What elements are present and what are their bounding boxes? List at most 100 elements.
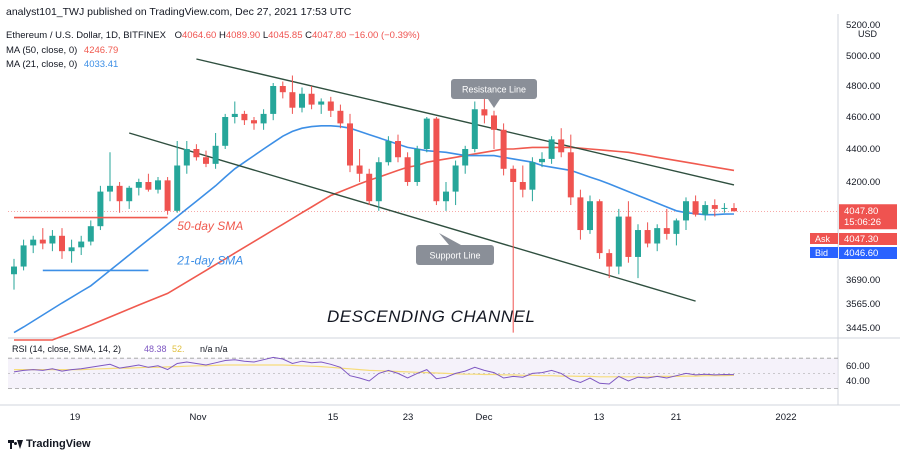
candle-body (702, 205, 709, 215)
candle-body (203, 157, 209, 164)
descending-channel-label: DESCENDING CHANNEL (327, 307, 535, 326)
price-tick-label: 3445.00 (846, 323, 880, 334)
support-callout-text: Support Line (429, 251, 480, 261)
candle-body (11, 266, 17, 275)
candle-body (318, 101, 325, 105)
candle-body (279, 86, 286, 93)
change-value: −16.00 (−0.39%) (348, 30, 420, 41)
candle-body (663, 228, 670, 234)
candle-body (423, 118, 430, 149)
low-value: 4045.85 (268, 30, 303, 41)
price-tick-label: 4400.00 (846, 144, 880, 155)
candle-body (615, 216, 622, 267)
currency-unit-label: USD (858, 29, 878, 39)
candle-body (308, 93, 315, 105)
ma21-line (13, 125, 735, 334)
candle-body (673, 220, 680, 234)
ask-label-bg (810, 233, 838, 244)
candle-body (683, 201, 689, 221)
candle-body (500, 129, 507, 169)
candle-body (183, 149, 190, 166)
current-price-tag-text: 4047.80 (844, 206, 878, 217)
support-callout: Support Line (416, 233, 494, 265)
candle-body (577, 197, 584, 231)
candle-body (625, 216, 632, 257)
current-price-tag-text: 15:06:26 (844, 217, 881, 228)
bid-label-bg (810, 247, 838, 258)
time-tick-label: 21 (671, 412, 682, 423)
close-label: C (305, 30, 312, 41)
candle-body (606, 253, 613, 267)
price-tick-label: 3565.00 (846, 299, 880, 310)
support-callout-bubble (416, 245, 494, 265)
candle-body (251, 120, 257, 124)
candle-body (596, 201, 603, 254)
candle-body (731, 208, 737, 212)
candle-body (241, 113, 248, 121)
rsi-extra-value: n/a n/a (200, 344, 228, 354)
candle-body (97, 191, 104, 227)
candle-body (452, 165, 459, 192)
low-label: L (262, 30, 269, 41)
candle-body (327, 101, 334, 111)
close-value: 4047.80 (312, 30, 347, 41)
candle-body (510, 168, 517, 182)
rsi-value: 48.38 (144, 344, 167, 354)
candle-body (20, 245, 27, 267)
candle-body (135, 182, 142, 188)
candle-body (385, 141, 392, 163)
candle-body (471, 109, 478, 149)
resistance-callout-bubble (451, 79, 537, 99)
candle-body (222, 117, 229, 146)
high-value: 4089.90 (225, 30, 261, 41)
open-value: 4064.60 (182, 30, 217, 41)
rsi-tick-label: 40.00 (846, 376, 870, 387)
candle-body (375, 162, 382, 202)
candle-body (49, 235, 56, 244)
candle-body (404, 157, 411, 182)
resistance-callout: Resistance Line (451, 79, 537, 108)
candle-body (289, 92, 296, 108)
time-tick-label: 2022 (775, 412, 796, 423)
tradingview-logo[interactable]: TradingView (8, 438, 91, 450)
rsi-line (13, 356, 735, 385)
support-line (129, 132, 696, 302)
candle-body (567, 152, 574, 198)
candle-body (107, 185, 113, 192)
resistance-callout-text: Resistance Line (462, 85, 526, 95)
price-tick-label: 5000.00 (846, 51, 880, 62)
ma21-legend[interactable]: MA (21, close, 0) 4033.41 (6, 59, 118, 70)
candle-body (414, 149, 421, 182)
rsi-sma-value: 52. (172, 344, 185, 354)
publisher-line: analyst101_TWJ published on TradingView.… (6, 6, 352, 18)
candle-body (59, 235, 65, 252)
candle-body (174, 165, 181, 211)
resistance-callout-pointer (488, 99, 500, 108)
candle-body (164, 180, 171, 211)
ma50-legend-value: 4246.79 (83, 45, 119, 56)
candle-body (193, 149, 200, 158)
ask-label: Ask (815, 234, 831, 244)
candle-body (491, 115, 497, 130)
candle-body (558, 139, 565, 153)
candle-body (155, 180, 161, 190)
candle-body (548, 139, 555, 159)
resistance-line (196, 58, 735, 186)
open-label: O (174, 30, 182, 41)
bid-price-bg (839, 247, 897, 259)
candle-body (337, 110, 344, 124)
candle-body (635, 230, 641, 257)
price-tick-label: 4800.00 (846, 81, 880, 92)
candle-body (145, 182, 152, 190)
candle-body (78, 241, 85, 248)
time-tick-label: Dec (476, 412, 493, 423)
candle-body (433, 118, 440, 202)
ma50-legend[interactable]: MA (50, close, 0) 4246.79 (6, 45, 118, 56)
ma50-annotation-label: 50-day SMA (177, 219, 243, 233)
bid-price: 4046.60 (844, 248, 878, 259)
candle-body (39, 239, 46, 244)
rsi-tick-label: 60.00 (846, 361, 870, 372)
price-tick-label: 4600.00 (846, 112, 880, 123)
candle-body (644, 230, 651, 244)
